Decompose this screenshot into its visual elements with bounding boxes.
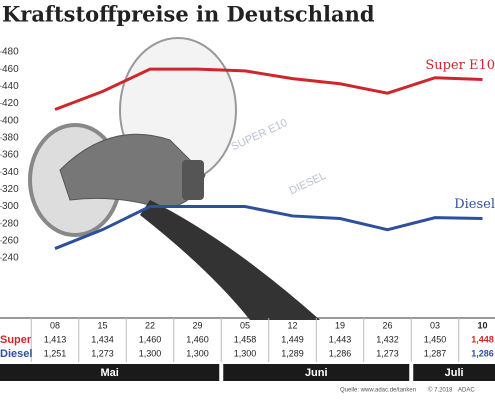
value-label: 1,449 bbox=[281, 334, 304, 344]
y-tick-label: 360 bbox=[2, 150, 19, 161]
line bbox=[54, 67, 483, 111]
value-label: 1,413 bbox=[44, 334, 67, 344]
month-label: Juni bbox=[305, 367, 328, 379]
y-tick-label: 480 bbox=[2, 47, 19, 58]
value-label: 1,251 bbox=[44, 348, 67, 358]
y-tick-label: 240 bbox=[2, 253, 19, 264]
value-label: 1,287 bbox=[424, 348, 447, 358]
value-label: 1,273 bbox=[376, 348, 399, 358]
row-label: Diesel bbox=[0, 348, 32, 360]
month-label: Mai bbox=[100, 367, 118, 379]
x-tick-label: 22 bbox=[145, 320, 155, 330]
credit: ADAC bbox=[458, 388, 475, 394]
value-label: 1,450 bbox=[424, 334, 447, 344]
month-bar bbox=[0, 364, 220, 381]
value-label: 1,300 bbox=[139, 348, 162, 358]
x-tick-label: 08 bbox=[50, 320, 60, 330]
chart-title: Kraftstoffpreise in Deutschland bbox=[2, 2, 375, 27]
x-tick-label: 03 bbox=[430, 320, 440, 330]
value-label: 1,432 bbox=[376, 334, 399, 344]
value-label: 1,434 bbox=[91, 334, 114, 344]
copyright: © 7.2018 bbox=[428, 387, 453, 394]
y-tick-label: 440 bbox=[2, 81, 19, 92]
value-label: 1,460 bbox=[186, 334, 209, 344]
x-tick-label: 12 bbox=[287, 320, 297, 330]
x-tick-label: 10 bbox=[477, 320, 487, 330]
pump-illustration bbox=[28, 37, 320, 320]
x-tick-label: 29 bbox=[192, 320, 202, 330]
y-tick-label: 300 bbox=[2, 201, 19, 212]
value-label: 1,460 bbox=[139, 334, 162, 344]
series-label: Diesel bbox=[454, 197, 495, 212]
value-label: 1,443 bbox=[329, 334, 352, 344]
month-bar bbox=[223, 364, 410, 381]
y-tick-label: 340 bbox=[2, 167, 19, 178]
source: Quelle: www.adac.de/tanken bbox=[340, 388, 416, 394]
month-bar bbox=[413, 364, 495, 381]
value-label: 1,273 bbox=[91, 348, 114, 358]
value-label: 1,289 bbox=[281, 348, 304, 358]
x-tick-label: 15 bbox=[97, 320, 107, 330]
y-tick-label: 420 bbox=[2, 98, 19, 109]
y-tick-label: 380 bbox=[2, 132, 19, 143]
display-text: DIESEL bbox=[287, 170, 328, 197]
value-label: 1,300 bbox=[234, 348, 257, 358]
month-label: Juli bbox=[445, 367, 464, 379]
line bbox=[54, 205, 483, 250]
y-tick-label: 260 bbox=[2, 235, 19, 246]
y-tick-label: 460 bbox=[2, 64, 19, 75]
value-label: 1,300 bbox=[186, 348, 209, 358]
value-label: 1,458 bbox=[234, 334, 257, 344]
x-tick-label: 26 bbox=[382, 320, 392, 330]
row-label: Super bbox=[0, 334, 32, 346]
series-label: Super E10 bbox=[425, 58, 495, 73]
x-tick-label: 05 bbox=[240, 320, 250, 330]
display-text: SUPER E10 bbox=[229, 117, 289, 153]
y-tick-label: 280 bbox=[2, 218, 19, 229]
y-tick-label: 400 bbox=[2, 115, 19, 126]
value-label: 1,448 bbox=[471, 334, 494, 344]
value-label: 1,286 bbox=[471, 348, 494, 358]
value-label: 1,286 bbox=[329, 348, 352, 358]
y-tick-label: 320 bbox=[2, 184, 19, 195]
x-tick-label: 19 bbox=[335, 320, 345, 330]
